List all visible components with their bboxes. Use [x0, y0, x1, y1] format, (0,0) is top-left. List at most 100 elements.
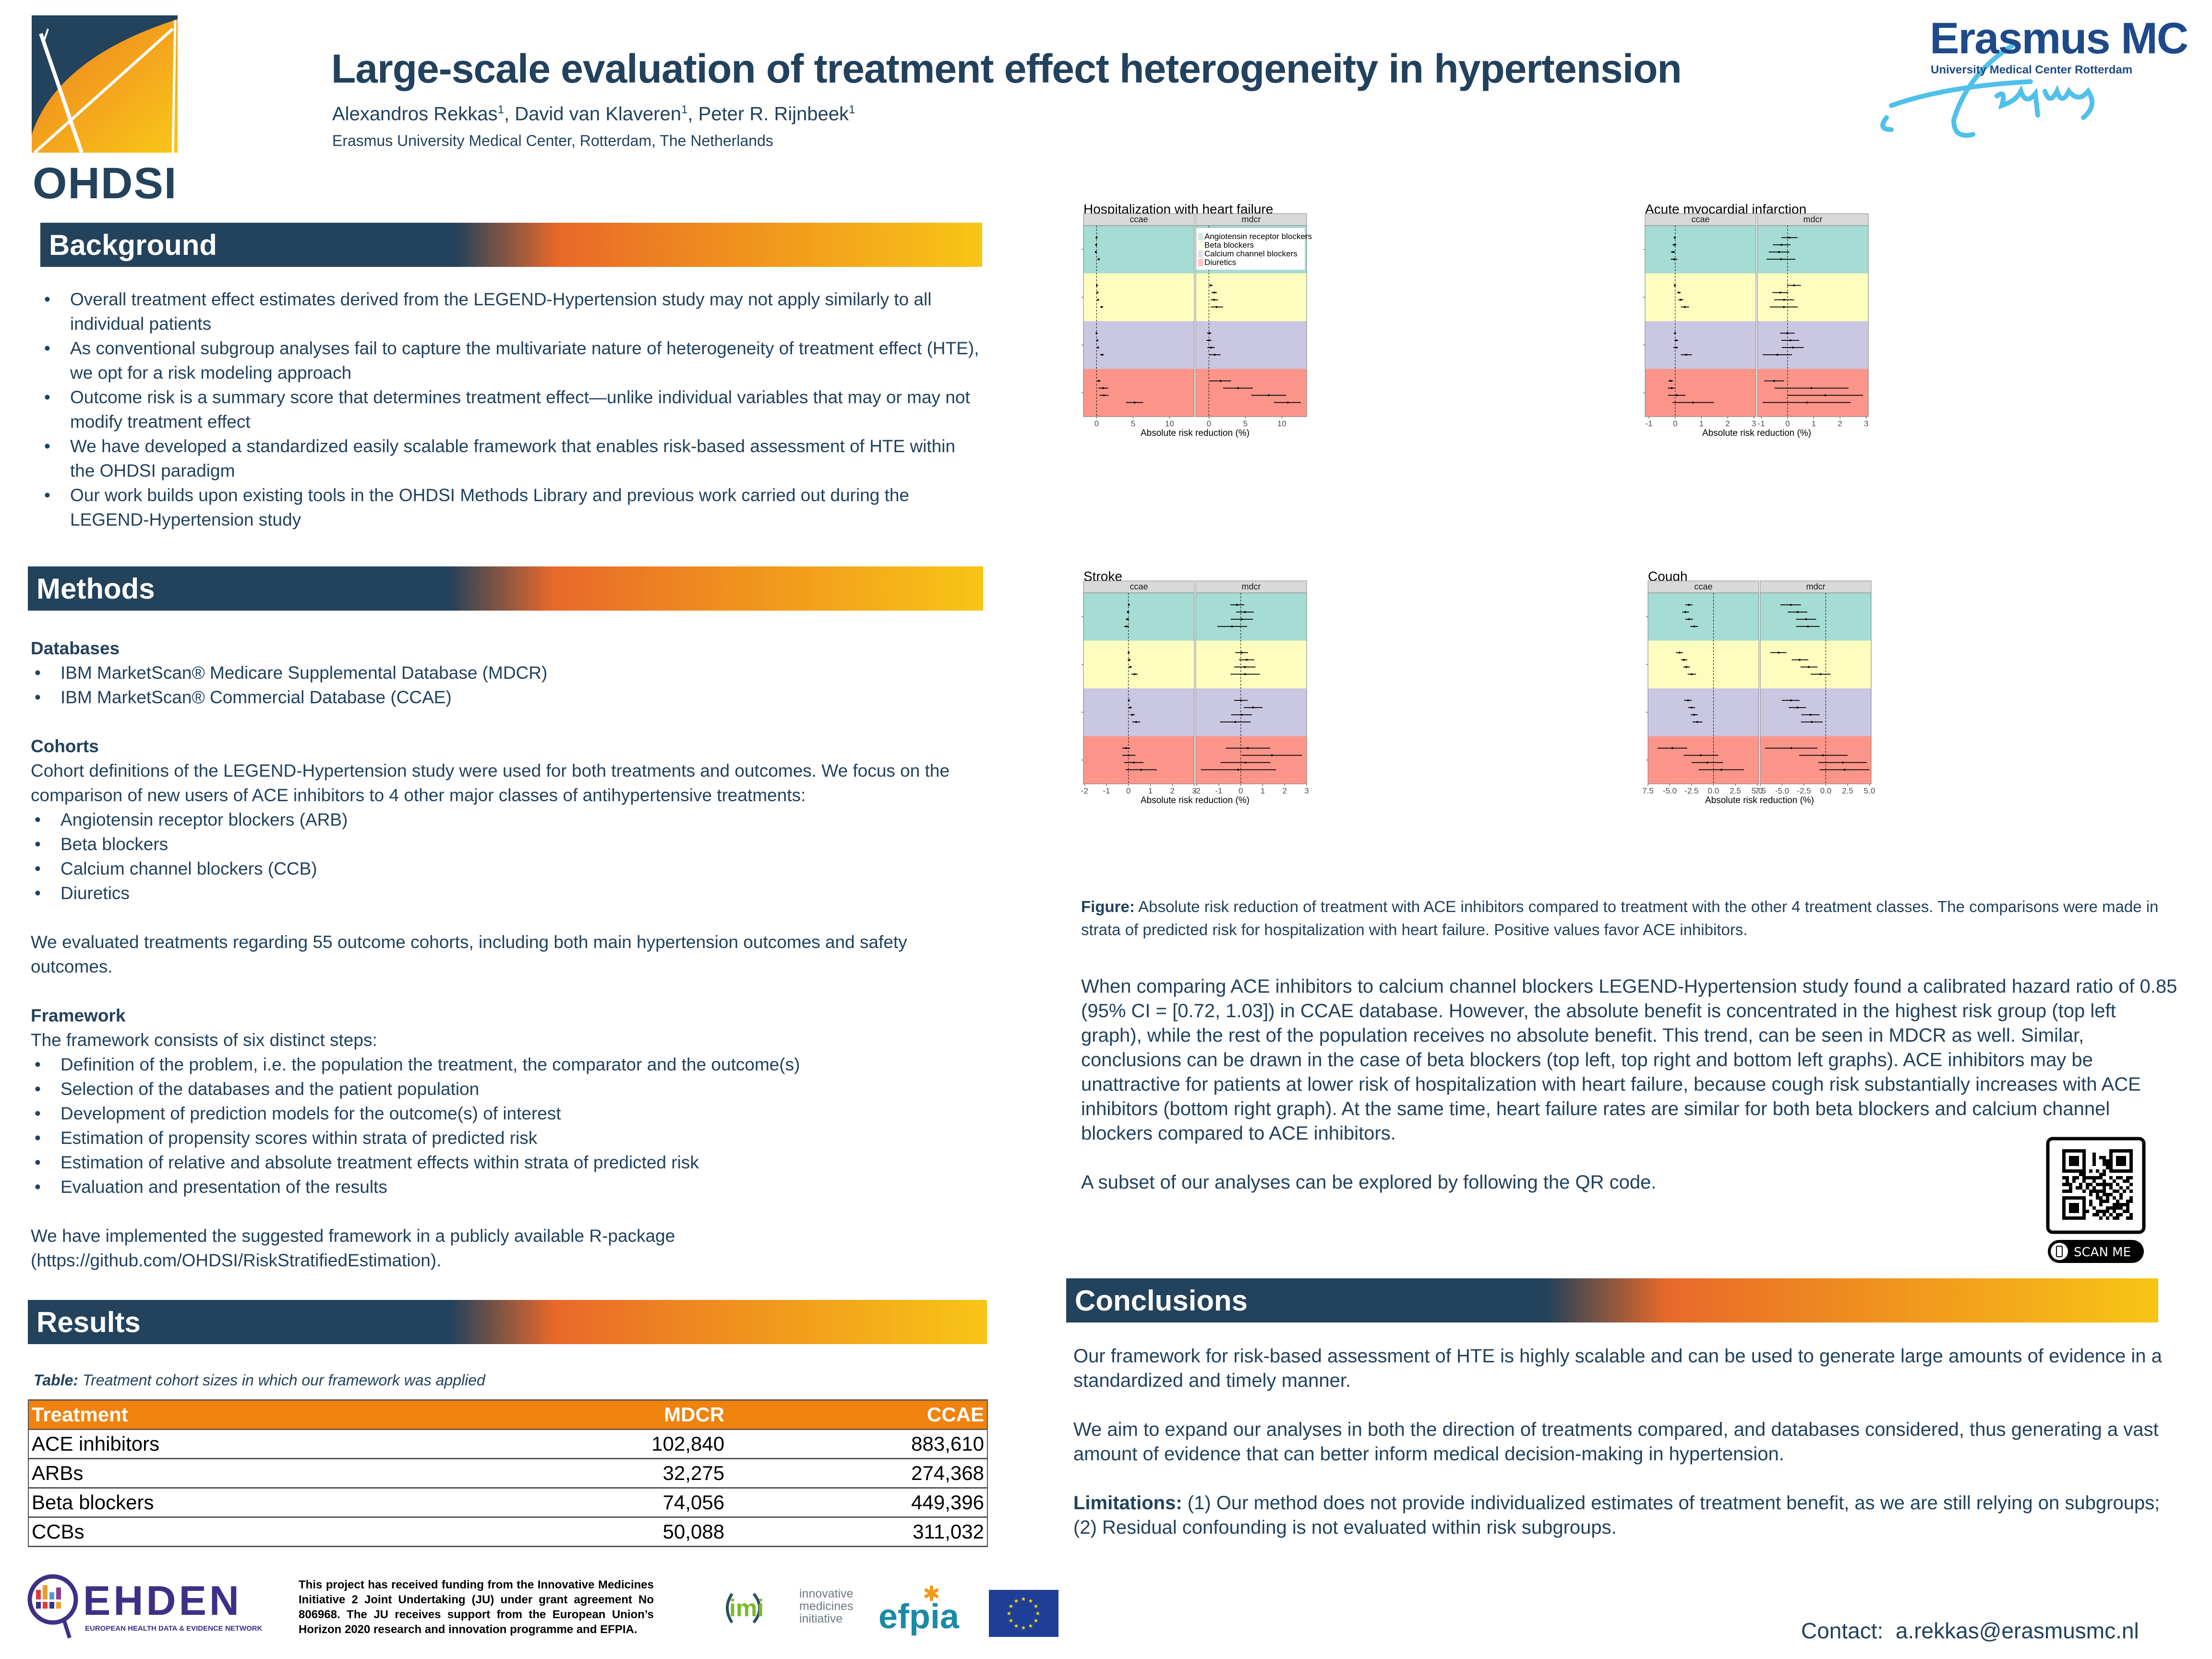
point-estimate — [1095, 237, 1098, 239]
x-tick-label: 0 — [1094, 419, 1099, 428]
qr-module — [2096, 1169, 2099, 1173]
qr-module — [2082, 1153, 2086, 1156]
qr-module — [2082, 1179, 2086, 1183]
qr-module — [2109, 1169, 2113, 1173]
eu-star-icon: ★ — [1034, 1617, 1039, 1624]
x-tick-label: 0 — [1673, 419, 1677, 428]
qr-module — [2069, 1149, 2072, 1153]
facet-strip — [1757, 213, 1869, 226]
qr-module — [2092, 1206, 2096, 1210]
x-tick-label: -1 — [1103, 786, 1110, 795]
affiliation-marker: 1 — [681, 103, 688, 116]
point-estimate — [1097, 299, 1099, 301]
point-estimate — [1843, 769, 1846, 771]
qr-module — [2092, 1159, 2096, 1163]
point-estimate — [1791, 347, 1794, 349]
qr-module — [2109, 1163, 2113, 1166]
point-estimate — [1688, 604, 1690, 606]
point-estimate — [1798, 659, 1801, 661]
eu-star-icon: ★ — [1034, 1603, 1039, 1610]
x-tick-label: -2 — [1193, 786, 1201, 795]
eu-flag-logo: ★ ★ ★ ★ ★ ★ ★ ★ ★ ★ ★ ★ — [989, 1590, 1058, 1637]
qr-module — [2109, 1213, 2113, 1216]
group-band — [1196, 736, 1307, 784]
x-tick-label: 1 — [1261, 786, 1265, 795]
qr-module — [2119, 1213, 2123, 1216]
treatment-cell: ACE inhibitors — [28, 1429, 469, 1459]
group-band — [1757, 369, 1868, 417]
phone-icon — [2056, 1246, 2063, 1257]
qr-module — [2072, 1210, 2076, 1213]
x-tick-label: 3 — [1192, 786, 1196, 795]
contact-email[interactable]: a.rekkas@erasmusmc.nl — [1895, 1618, 2139, 1643]
qr-module — [2103, 1213, 2106, 1216]
qr-module — [2066, 1183, 2069, 1186]
qr-module — [2129, 1156, 2133, 1159]
forest-plot: Acute myocardial infarction ccae -1 0 1 2 3 mdc… — [1643, 202, 1869, 451]
treatment-class-item: Diuretics — [31, 881, 986, 905]
point-estimate — [1286, 401, 1289, 404]
qr-code[interactable]: SCAN ME — [2046, 1137, 2146, 1266]
qr-module — [2089, 1200, 2092, 1203]
cohort-size-cell: 32,275 — [469, 1458, 728, 1489]
qr-module — [2119, 1206, 2123, 1210]
point-estimate — [1779, 291, 1781, 294]
qr-module — [2109, 1206, 2113, 1210]
facet-mdcr: mdcr -2 -1 0 1 2 3 — [1193, 580, 1309, 795]
efpia-wordmark: efpia — [878, 1598, 960, 1636]
qr-module — [2116, 1206, 2119, 1210]
legend-swatch — [1198, 241, 1203, 249]
limitations-text: (1) Our method does not provide individu… — [1073, 1492, 2160, 1538]
qr-module — [2109, 1149, 2113, 1153]
point-estimate — [1128, 659, 1130, 661]
affiliation: Erasmus University Medical Center, Rotte… — [332, 132, 773, 149]
background-section: Overall treatment effect estimates deriv… — [40, 287, 981, 532]
point-estimate — [1670, 380, 1672, 382]
point-estimate — [1773, 380, 1775, 382]
qr-module — [2126, 1216, 2129, 1220]
qr-module — [2106, 1196, 2109, 1200]
qr-module — [2129, 1153, 2133, 1156]
point-estimate — [1133, 401, 1136, 404]
qr-module — [2113, 1196, 2116, 1200]
qr-module — [2062, 1216, 2066, 1220]
panel-border — [1760, 592, 1872, 784]
subheading-databases: Databases — [31, 638, 120, 658]
qr-module — [2129, 1159, 2133, 1163]
x-tick-label: 5.0 — [1864, 786, 1875, 795]
facet-mdcr: mdcr 7.5 -5.0 -2.5 0.0 2.5 5.0 — [1755, 580, 1875, 795]
qr-module — [2072, 1216, 2076, 1220]
framework-intro: The framework consists of six distinct s… — [31, 1030, 377, 1050]
qr-module — [2092, 1163, 2096, 1166]
qr-module — [2082, 1156, 2086, 1159]
qr-module — [2072, 1176, 2076, 1179]
qr-module — [2123, 1163, 2126, 1166]
qr-module — [2066, 1169, 2069, 1173]
qr-module — [2069, 1206, 2072, 1210]
point-estimate — [1100, 306, 1103, 308]
qr-module — [2103, 1163, 2106, 1166]
background-bullet: As conventional subgroup analyses fail t… — [40, 336, 981, 385]
qr-module — [2079, 1149, 2082, 1153]
x-tick-label: 0 — [1126, 786, 1130, 795]
qr-module — [2099, 1156, 2103, 1159]
facet-label: mdcr — [1242, 582, 1261, 591]
eu-star-icon: ★ — [1014, 1623, 1019, 1629]
point-estimate — [1788, 237, 1791, 239]
cohort-size-cell: 102,840 — [469, 1429, 728, 1459]
qr-module — [2092, 1156, 2096, 1159]
outcomes-text: We evaluated treatments regarding 55 out… — [31, 932, 907, 976]
point-estimate — [1132, 761, 1135, 764]
point-estimate — [1128, 754, 1130, 757]
qr-module — [2106, 1210, 2109, 1213]
qr-module — [2082, 1203, 2086, 1206]
point-estimate — [1244, 666, 1246, 668]
facet-ccae: ccae 7.5 -5.0 -2.5 0.0 2.5 5.0 — [1642, 580, 1763, 795]
qr-module — [2126, 1206, 2129, 1210]
framework-step: Estimation of propensity scores within s… — [31, 1126, 986, 1150]
point-estimate — [1688, 618, 1690, 620]
imi-logo: imi innovative medicines initiative — [722, 1587, 857, 1630]
point-estimate — [1778, 651, 1780, 654]
point-estimate — [1780, 244, 1783, 246]
cohort-size-cell: 449,396 — [727, 1488, 987, 1518]
